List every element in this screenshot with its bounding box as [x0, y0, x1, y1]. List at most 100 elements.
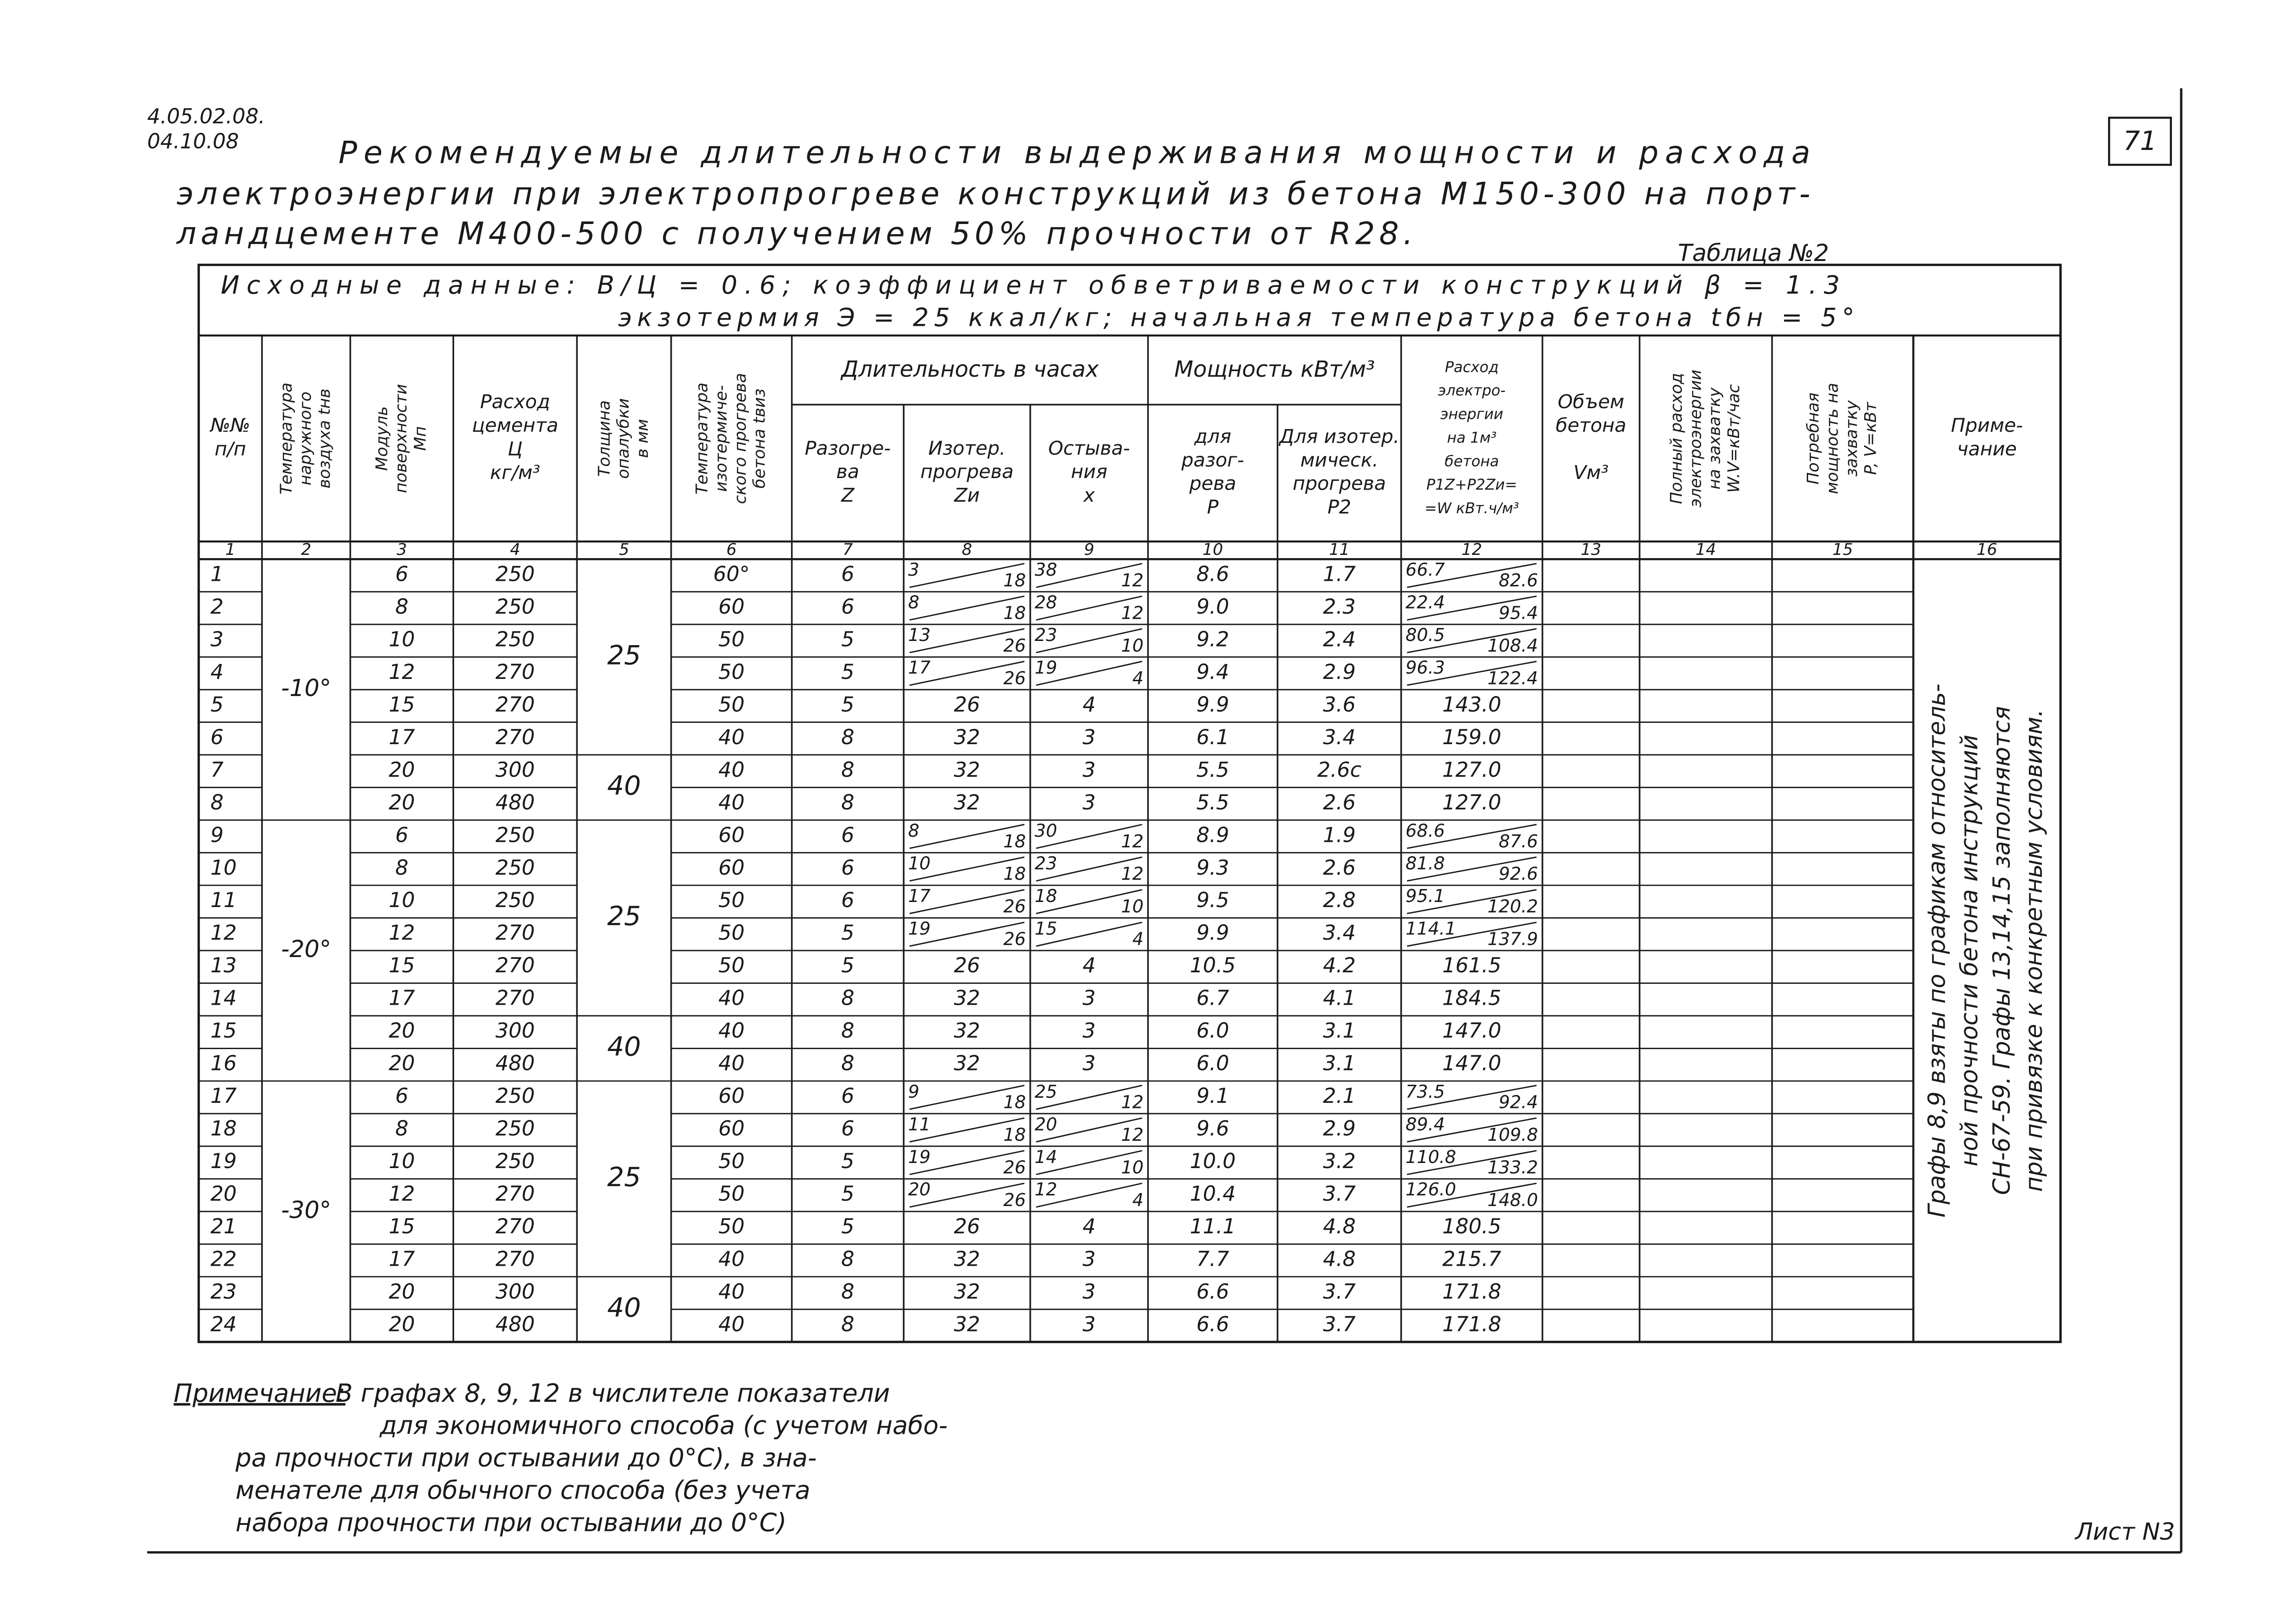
column-header: Z	[841, 484, 855, 506]
table-cell: 4.8	[1323, 1215, 1356, 1238]
column-header: Модуль	[373, 406, 392, 471]
table-cell: 300	[495, 1019, 535, 1043]
cell-numerator: 8	[908, 592, 919, 613]
table-cell: 40	[718, 1248, 745, 1271]
table-cell: 60	[718, 1117, 745, 1141]
table-cell: 18	[211, 1117, 237, 1141]
table-cell: 11	[211, 889, 237, 912]
column-number: 2	[301, 541, 311, 559]
fraction-slash	[1036, 921, 1142, 947]
table-cell: 6.7	[1197, 987, 1229, 1010]
table-cell: 7.7	[1197, 1248, 1229, 1271]
footnote-label: Примечание:	[174, 1379, 345, 1408]
column-header: бетона	[1445, 453, 1499, 470]
table-cell: 6	[841, 1117, 854, 1141]
table-cell: 2.9	[1323, 660, 1356, 684]
cell-numerator: 12	[1035, 1179, 1057, 1200]
table-cell: 40	[718, 1280, 745, 1304]
table-cell: 6.6	[1197, 1280, 1229, 1304]
table-cell: 180.5	[1442, 1215, 1501, 1238]
fraction-slash	[909, 1085, 1025, 1110]
table-cell: 6.1	[1197, 726, 1229, 749]
table-cell: 6.0	[1197, 1019, 1229, 1043]
table-cell: 250	[495, 823, 535, 847]
cell-denominator: 82.6	[1499, 570, 1538, 591]
table-cell: 250	[495, 595, 535, 619]
table-cell: 3.6	[1323, 693, 1356, 716]
footnote-line: ра прочности при остывании до 0°С), в зн…	[235, 1443, 817, 1473]
table-cell: 5	[841, 1215, 854, 1238]
page-number: 71	[2123, 126, 2157, 156]
table-cell: 4.2	[1323, 954, 1356, 977]
table-cell: 3	[1083, 758, 1096, 782]
table-cell: 1	[211, 562, 224, 586]
cell-numerator: 30	[1035, 821, 1057, 841]
cell-numerator: 3	[908, 560, 919, 580]
column-number: 5	[619, 541, 629, 559]
table-cell: 300	[495, 1280, 535, 1304]
table-cell: 9.3	[1197, 856, 1229, 880]
table-cell: 3	[1083, 1280, 1096, 1304]
table-cell: 12	[389, 921, 415, 945]
cell-numerator: 9	[908, 1082, 919, 1102]
column-header: x	[1083, 484, 1095, 506]
table-cell: 8	[841, 1019, 854, 1043]
column-header: Для изотер.	[1278, 425, 1399, 448]
cell-denominator: 109.8	[1487, 1125, 1538, 1145]
table-cell: 270	[495, 660, 535, 684]
table-cell: 19	[211, 1150, 237, 1173]
fraction-slash	[1036, 856, 1142, 882]
fraction-slash	[1407, 660, 1537, 686]
table-cell: 32	[954, 987, 980, 1010]
table-cell: 3.7	[1323, 1280, 1356, 1304]
table-cell: 50	[718, 628, 745, 651]
table-cell: 480	[495, 1052, 535, 1076]
column-header: бетона	[1556, 414, 1627, 436]
table-cell: 270	[495, 726, 535, 749]
cell-denominator: 26	[1004, 1190, 1026, 1210]
column-header: мическ.	[1300, 449, 1379, 471]
fraction-slash	[909, 889, 1025, 914]
column-header: опалубки	[614, 398, 633, 479]
fraction-slash	[909, 1150, 1025, 1175]
table-cell: 8	[395, 1117, 408, 1141]
table-cell: 8	[395, 595, 408, 619]
table-cell: 20	[211, 1182, 237, 1206]
cell-numerator: 18	[1035, 886, 1057, 906]
column-header: W.V=кВт/час	[1725, 384, 1743, 493]
table-cell: 8.6	[1197, 562, 1229, 586]
cell-numerator: 14	[1035, 1147, 1057, 1167]
table-cell: 3	[211, 628, 224, 651]
table-cell: 50	[718, 921, 745, 945]
column-header: на захватку	[1706, 387, 1724, 490]
column-number: 14	[1696, 541, 1716, 559]
table-cell: 14	[211, 987, 237, 1010]
table-cell: 8	[395, 856, 408, 880]
table-cell: 6.0	[1197, 1052, 1229, 1076]
column-header: Температура	[277, 383, 296, 495]
table-cell: 10	[389, 628, 415, 651]
table-cell: 9.0	[1197, 595, 1229, 619]
cell-numerator: 110.8	[1405, 1147, 1456, 1167]
table-cell: 3	[1083, 726, 1096, 749]
table-cell: 50	[718, 1182, 745, 1206]
table-cell: 9.9	[1197, 693, 1229, 716]
table-cell: 5	[841, 693, 854, 716]
column-number: 4	[510, 541, 520, 559]
table-cell: 250	[495, 562, 535, 586]
thickness-cell: 40	[607, 1032, 641, 1062]
thickness-cell: 25	[607, 640, 641, 671]
table-cell: 11.1	[1190, 1215, 1235, 1238]
table-cell: 20	[389, 791, 415, 815]
temperature-cell: -30°	[281, 1196, 331, 1224]
cell-denominator: 137.9	[1487, 929, 1538, 949]
table-cell: 3	[1083, 1312, 1096, 1336]
table-cell: 3	[1083, 1248, 1096, 1271]
column-header: Ц	[508, 438, 523, 460]
table-cell: 8	[841, 1052, 854, 1076]
column-header: разог-	[1181, 449, 1244, 471]
fraction-slash	[909, 628, 1025, 653]
table-cell: 10.4	[1190, 1182, 1235, 1206]
cell-denominator: 4	[1132, 1190, 1143, 1210]
cell-denominator: 12	[1121, 1092, 1144, 1113]
